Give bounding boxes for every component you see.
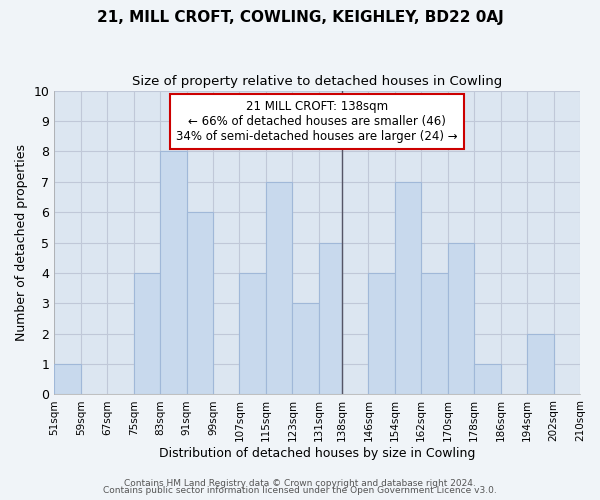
Bar (319, 242, 342, 394)
Title: Size of property relative to detached houses in Cowling: Size of property relative to detached ho… (132, 75, 502, 88)
Bar (160, 152, 187, 394)
Bar (474, 364, 500, 394)
Bar (395, 182, 421, 394)
Bar (292, 304, 319, 394)
Text: 21 MILL CROFT: 138sqm
← 66% of detached houses are smaller (46)
34% of semi-deta: 21 MILL CROFT: 138sqm ← 66% of detached … (176, 100, 458, 142)
Text: Contains public sector information licensed under the Open Government Licence v3: Contains public sector information licen… (103, 486, 497, 495)
Bar (54, 364, 81, 394)
Text: Contains HM Land Registry data © Crown copyright and database right 2024.: Contains HM Land Registry data © Crown c… (124, 478, 476, 488)
Y-axis label: Number of detached properties: Number of detached properties (15, 144, 28, 341)
Bar (239, 273, 266, 394)
Bar (448, 242, 474, 394)
Bar (187, 212, 213, 394)
Bar (266, 182, 292, 394)
Bar (421, 273, 448, 394)
Bar (527, 334, 554, 394)
Bar (368, 273, 395, 394)
Text: 21, MILL CROFT, COWLING, KEIGHLEY, BD22 0AJ: 21, MILL CROFT, COWLING, KEIGHLEY, BD22 … (97, 10, 503, 25)
X-axis label: Distribution of detached houses by size in Cowling: Distribution of detached houses by size … (159, 447, 475, 460)
Bar (134, 273, 160, 394)
